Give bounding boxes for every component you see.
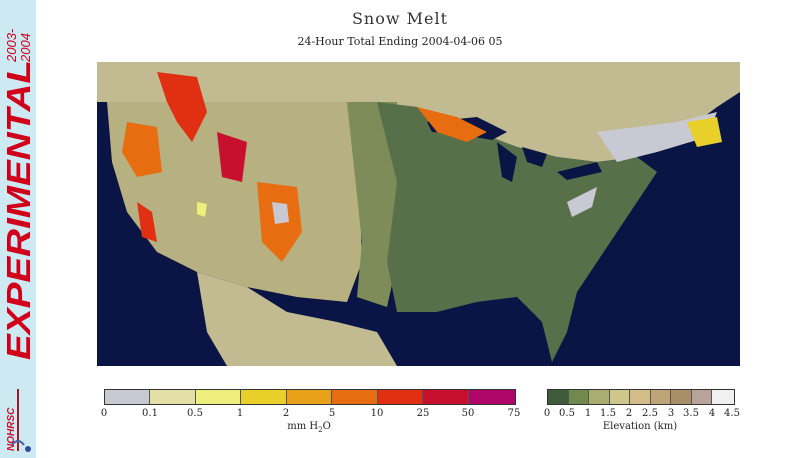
melt-unit-main: mm H — [287, 421, 319, 432]
melt-tick: 5 — [328, 408, 336, 419]
elevation-swatch — [651, 390, 671, 404]
melt-unit-sub: 2 — [318, 426, 323, 434]
mexico-land — [197, 272, 397, 366]
map-svg — [97, 62, 740, 366]
elevation-tick: 3 — [667, 408, 675, 419]
experimental-banner: 2003- 2004 EXPERIMENTAL NOHRSC — [0, 0, 36, 458]
melt-tick: 75 — [507, 408, 521, 419]
melt-swatch — [105, 390, 150, 404]
elevation-tick: 1 — [584, 408, 592, 419]
melt-swatch — [150, 390, 196, 404]
snow-melt-map — [97, 62, 740, 366]
melt-tick: 1 — [236, 408, 244, 419]
elevation-tick: 3.5 — [683, 408, 699, 419]
elevation-swatch — [610, 390, 630, 404]
melt-tick: 0 — [100, 408, 108, 419]
season-years-line2: 2004 — [18, 33, 33, 63]
nohrsc-logo-text: NOHRSC — [6, 407, 17, 451]
season-years: 2003- 2004 — [4, 28, 33, 63]
western-us — [107, 102, 362, 302]
gulf-of-mexico — [387, 297, 542, 366]
elevation-tick: 4.5 — [724, 408, 740, 419]
elevation-swatch — [671, 390, 692, 404]
elevation-swatch — [548, 390, 569, 404]
elevation-legend-title: Elevation (km) — [602, 421, 678, 432]
melt-tick: 50 — [461, 408, 475, 419]
elevation-swatch — [589, 390, 610, 404]
melt-tick: 2 — [282, 408, 290, 419]
melt-legend-bar — [104, 389, 516, 405]
melt-swatch — [287, 390, 332, 404]
elevation-swatch — [569, 390, 589, 404]
elevation-tick: 0.5 — [559, 408, 575, 419]
experimental-text: EXPERIMENTAL — [0, 60, 36, 360]
elevation-tick: 0 — [543, 408, 551, 419]
elevation-tick: 2 — [625, 408, 633, 419]
elevation-tick: 4 — [708, 408, 716, 419]
season-years-line1: 2003- — [4, 28, 19, 63]
melt-unit-label: mm H2O — [287, 421, 331, 434]
elevation-tick: 2.5 — [642, 408, 658, 419]
nohrsc-logo: NOHRSC — [6, 389, 31, 452]
elevation-swatch — [692, 390, 712, 404]
melt-tick: 10 — [370, 408, 384, 419]
map-subtitle: 24-Hour Total Ending 2004-04-06 05 — [297, 35, 503, 48]
elevation-tick: 1.5 — [600, 408, 616, 419]
melt-tick: 25 — [416, 408, 430, 419]
melt-swatch — [196, 390, 241, 404]
canada-land — [97, 62, 740, 162]
melt-unit-end: O — [322, 421, 331, 432]
melt-tick: 0.5 — [187, 408, 203, 419]
melt-swatch — [469, 390, 515, 404]
elevation-swatch — [630, 390, 651, 404]
melt-swatch — [378, 390, 423, 404]
melt-swatch — [332, 390, 378, 404]
elevation-legend-bar — [547, 389, 735, 405]
experimental-label: EXPERIMENTAL — [0, 60, 36, 360]
elevation-swatch — [712, 390, 734, 404]
map-title: Snow Melt — [351, 9, 449, 28]
melt-swatch — [241, 390, 287, 404]
melt-patches — [122, 72, 722, 262]
melt-swatch — [423, 390, 469, 404]
melt-tick: 0.1 — [142, 408, 158, 419]
